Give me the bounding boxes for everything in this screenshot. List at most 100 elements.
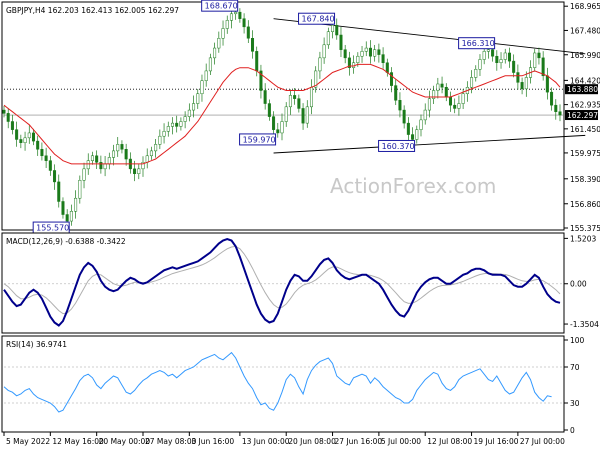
- candle-body: [347, 57, 351, 68]
- candle-body: [499, 59, 503, 64]
- candle-body: [95, 155, 99, 163]
- watermark: ActionForex.com: [330, 174, 496, 198]
- candle-body: [120, 144, 124, 150]
- candle-body: [436, 83, 440, 91]
- candle-body: [31, 132, 35, 142]
- candle-body: [10, 121, 14, 130]
- candle-body: [69, 211, 73, 222]
- x-tick-label: 5 Jul 00:00: [381, 437, 421, 446]
- macd-signal-line: [3, 245, 561, 315]
- candle-body: [356, 55, 360, 64]
- candle-body: [381, 54, 385, 64]
- candle-body: [242, 18, 246, 28]
- x-tick-label: 27 May 08:00: [145, 437, 197, 446]
- candle-body: [398, 100, 402, 111]
- candle-body: [187, 109, 191, 117]
- current-price-badge: [565, 110, 598, 121]
- candle-body: [411, 134, 415, 140]
- candle-body: [322, 44, 326, 59]
- candle-body: [419, 119, 423, 130]
- candle-body: [533, 52, 537, 68]
- rsi-y-axis: 100 70 30 0: [564, 336, 585, 435]
- candle-body: [78, 180, 82, 199]
- candle-body: [457, 103, 461, 109]
- candle-body: [272, 116, 276, 130]
- x-tick-label: 12 Jul 08:00: [427, 437, 472, 446]
- candle-body: [192, 103, 196, 111]
- candle-body: [19, 139, 23, 143]
- current-price-label: 162.297: [567, 111, 598, 120]
- annotation-label: 159.970: [243, 135, 276, 144]
- candle-body: [550, 91, 554, 106]
- price-symbol-label: GBPJPY,H4 162.203 162.413 162.005 162.29…: [6, 6, 179, 15]
- candle-body: [385, 62, 389, 73]
- candle-body: [495, 55, 499, 64]
- candle-body: [423, 109, 427, 121]
- ma-line: [3, 63, 561, 165]
- candle-body: [141, 162, 145, 170]
- candle-body: [512, 60, 516, 73]
- macd-label: MACD(12,26,9) -0.6388 -0.3422: [6, 237, 126, 246]
- candle-body: [305, 106, 309, 124]
- candle-body: [461, 93, 465, 104]
- candle-body: [440, 83, 444, 88]
- rsi-tick-label: 100: [570, 336, 585, 345]
- candle-body: [208, 57, 212, 72]
- candle-body: [368, 47, 372, 57]
- candle-body: [309, 86, 313, 108]
- candle-body: [516, 72, 520, 83]
- candle-body: [284, 106, 288, 122]
- candle-body: [246, 26, 250, 39]
- price-tick-label: 159.975: [570, 149, 600, 158]
- candle-body: [394, 85, 398, 101]
- annotation-box: [201, 0, 239, 12]
- candle-body: [331, 24, 335, 32]
- rsi-label: RSI(14) 36.9741: [6, 340, 67, 349]
- price-level-badge: [565, 84, 598, 95]
- candle-body: [288, 95, 292, 108]
- macd-tick-label: -1.3504: [570, 320, 599, 329]
- candle-body: [293, 95, 297, 99]
- candle-body: [335, 24, 339, 36]
- candle-body: [432, 90, 436, 99]
- candle-body: [86, 160, 90, 170]
- macd-tick-label: 1.5203: [570, 234, 596, 243]
- candle-body: [263, 90, 267, 104]
- candle-body: [444, 86, 448, 98]
- candle-body: [364, 47, 368, 52]
- candle-body: [204, 70, 208, 81]
- rsi-tick-label: 70: [570, 363, 580, 372]
- x-tick-label: 5 May 2022: [6, 437, 50, 446]
- candle-body: [415, 129, 419, 140]
- candle-body: [339, 34, 343, 50]
- candle-body: [90, 155, 94, 161]
- candle-body: [15, 129, 19, 140]
- candle-body: [103, 163, 107, 170]
- rsi-tick-label: 30: [570, 399, 580, 408]
- candle-body: [99, 162, 103, 170]
- price-tick-label: 168.965: [570, 2, 600, 11]
- x-tick-label: 20 May 00:00: [99, 437, 151, 446]
- candle-body: [427, 98, 431, 111]
- price-tick-label: 167.480: [570, 26, 600, 35]
- candle-body: [137, 168, 141, 174]
- candle-body: [162, 131, 166, 137]
- macd-pane: [1, 232, 565, 334]
- candle-body: [225, 20, 229, 29]
- annotation-box: [378, 139, 416, 152]
- price-tick-label: 155.375: [570, 224, 600, 233]
- candle-body: [40, 149, 44, 157]
- macd-lines: [3, 237, 561, 327]
- candle-body: [53, 170, 57, 183]
- price-tick-label: 162.935: [570, 101, 600, 110]
- candle-body: [116, 144, 120, 152]
- candle-body: [61, 201, 65, 215]
- candle-body: [301, 108, 305, 124]
- candle-body: [149, 150, 153, 157]
- candle-body: [448, 96, 452, 106]
- x-tick-label: 27 Jun 16:00: [335, 437, 383, 446]
- candle-body: [158, 135, 162, 145]
- candle-body: [507, 52, 511, 62]
